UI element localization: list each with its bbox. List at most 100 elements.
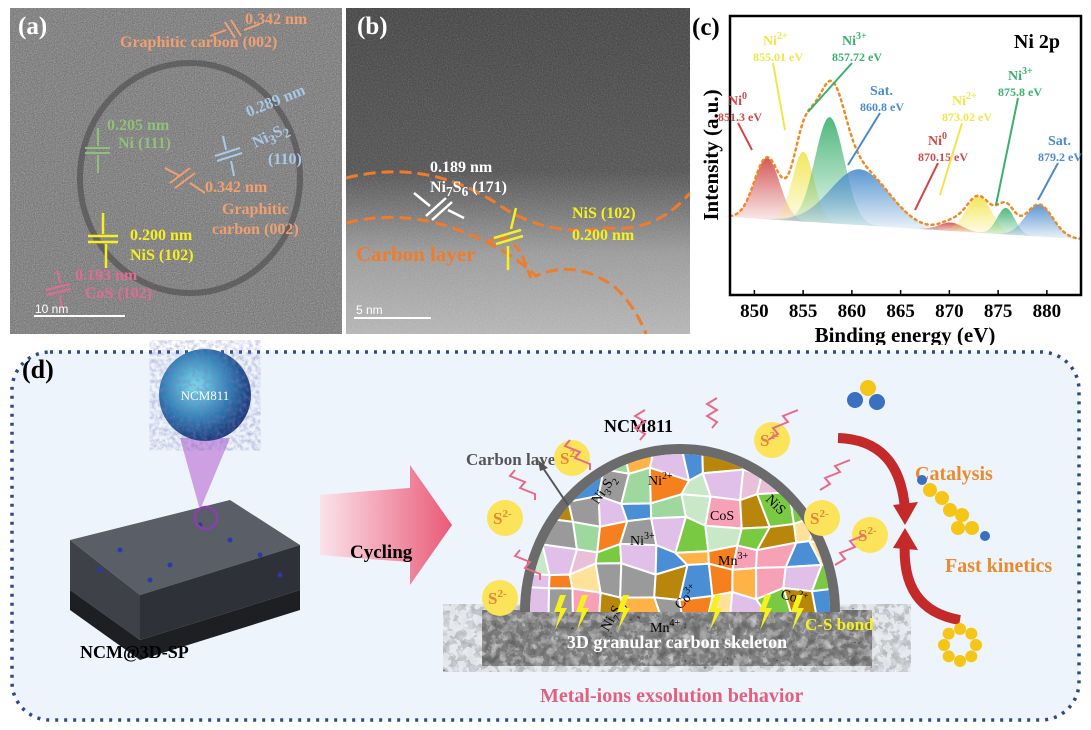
peak-arrow bbox=[807, 62, 853, 113]
x-tick-label: 850 bbox=[740, 301, 769, 322]
panel-label-d: (d) bbox=[22, 355, 54, 384]
sulfide-ion-icon bbox=[554, 440, 590, 476]
sulfur-atom bbox=[965, 627, 978, 640]
catalysis-arrow bbox=[837, 433, 910, 511]
mechanism-diagram: NCM811 (d) NCM@3D-SP Cycling 3D granular… bbox=[10, 349, 1081, 722]
plane-label: CoS (102) bbox=[85, 285, 153, 302]
spacing-label: 0.200 nm bbox=[572, 227, 635, 244]
peak-arrow bbox=[1037, 162, 1059, 201]
zoom-cone bbox=[180, 438, 230, 510]
peak-label: Ni0 bbox=[928, 131, 947, 149]
peak-label: Sat. bbox=[870, 84, 893, 99]
tem-image-b bbox=[346, 8, 690, 334]
spacing-label: 0.205 nm bbox=[107, 117, 170, 134]
kinetics-arrow bbox=[899, 539, 961, 625]
bond-label: C-S bond bbox=[805, 615, 874, 634]
plane-label: Ni7S6 (171) bbox=[430, 179, 507, 200]
peak-energy: 879.2 eV bbox=[1038, 150, 1082, 164]
grain-label: CoS bbox=[710, 509, 734, 524]
cycling-arrow bbox=[320, 465, 452, 585]
grain bbox=[547, 573, 574, 590]
lightning-icon bbox=[759, 595, 772, 630]
sulfur-bond-squiggle bbox=[819, 459, 851, 491]
lightning-icon bbox=[617, 595, 630, 630]
spacing-label: 0.193 nm bbox=[75, 267, 138, 284]
sulfur-bond-squiggle bbox=[563, 439, 591, 470]
sulfur-bond-squiggle bbox=[767, 409, 799, 441]
x-tick-label: 870 bbox=[935, 301, 964, 322]
plane-label: carbon (002) bbox=[212, 221, 299, 238]
sphere-label: NCM811 bbox=[181, 388, 230, 403]
x-tick-label: 865 bbox=[886, 301, 915, 322]
peak-Sat. bbox=[757, 169, 962, 232]
peak-energy: 875.8 eV bbox=[998, 85, 1042, 99]
sulfide-ion-icon bbox=[754, 422, 790, 458]
spacing-label: 0.342 nm bbox=[245, 11, 308, 28]
plane-index: (110) bbox=[268, 151, 302, 168]
panel-label-b: (b) bbox=[357, 13, 388, 40]
zoom-circle bbox=[193, 505, 219, 531]
skeleton-label: 3D granular carbon skeleton bbox=[567, 632, 787, 652]
peak-energy: 873.02 eV bbox=[942, 110, 992, 124]
sulfide-ion-icon bbox=[852, 517, 888, 553]
scale-bar-label: 10 nm bbox=[35, 302, 69, 316]
peak-energy: 855.01 eV bbox=[753, 50, 803, 64]
peak-arrow bbox=[914, 162, 939, 211]
plane-label: NiS (102) bbox=[130, 247, 194, 264]
caption: Metal-ions exsolution behavior bbox=[540, 685, 803, 707]
s8-ring-icon bbox=[938, 623, 982, 667]
carbon-layer-label: Carbon layer bbox=[356, 242, 476, 266]
x-tick-label: 875 bbox=[984, 301, 1013, 322]
catalysis-label: Catalysis bbox=[915, 463, 993, 485]
grain bbox=[571, 520, 602, 554]
lightning-icon bbox=[791, 595, 804, 630]
grain bbox=[678, 594, 714, 612]
peak-label: Ni2+ bbox=[763, 31, 788, 49]
peak-energy: 870.15 eV bbox=[918, 150, 968, 164]
sulfur-atom bbox=[942, 627, 955, 640]
tem-texture-b bbox=[346, 8, 690, 334]
xps-chart: 850 855 860 865 870 875 880 Ni 2p Binding ener… bbox=[699, 14, 1087, 345]
peak-Ni3+ bbox=[778, 117, 881, 227]
peak-Ni3+ bbox=[975, 207, 1037, 237]
sulfur-atom bbox=[942, 650, 955, 663]
peak-label: Ni2+ bbox=[952, 91, 977, 109]
grain bbox=[810, 586, 830, 612]
peak-label: Sat. bbox=[1048, 134, 1071, 149]
plot-frame bbox=[728, 14, 1083, 297]
sulfur-atom bbox=[970, 639, 982, 651]
tem-image-a bbox=[10, 8, 342, 334]
chart-title: Ni 2p bbox=[1014, 31, 1060, 53]
peak-Sat. bbox=[991, 204, 1087, 240]
sulfur-bond-squiggle bbox=[705, 397, 719, 429]
sulfide-ion-icon bbox=[482, 580, 518, 616]
sulfur-atom bbox=[954, 655, 966, 667]
peak-label: Ni3+ bbox=[1008, 66, 1033, 84]
peak-energy: 857.72 eV bbox=[832, 50, 882, 64]
peak-Ni2+ bbox=[765, 151, 841, 224]
plane-label: NiS (102) bbox=[572, 205, 636, 222]
cycling-label: Cycling bbox=[350, 542, 413, 563]
peak-label: Ni0 bbox=[728, 91, 747, 109]
peak-arrow bbox=[995, 97, 1019, 206]
sulfur-cluster-icon bbox=[917, 475, 990, 541]
sulfur-atom bbox=[938, 639, 950, 651]
plane-label: Graphitic carbon (002) bbox=[120, 34, 278, 51]
lightning-icon bbox=[709, 595, 722, 630]
peak-label: Ni3+ bbox=[842, 31, 867, 49]
substrate-label: NCM@3D-SP bbox=[80, 642, 189, 662]
peak-Ni2+ bbox=[934, 196, 1024, 236]
x-tick-label: 855 bbox=[789, 301, 818, 322]
peak-arrow bbox=[847, 112, 881, 166]
peak-energy: 860.8 eV bbox=[860, 100, 904, 114]
sulfur-bond-squiggle bbox=[633, 409, 647, 441]
envelope-line bbox=[728, 79, 1082, 241]
carbon-layer-label: Carbon layer bbox=[466, 450, 563, 469]
x-axis-label: Binding energy (eV) bbox=[815, 323, 996, 345]
scale-bar-label: 5 nm bbox=[356, 303, 383, 317]
sulfur-atom bbox=[965, 650, 978, 663]
panel-label-a: (a) bbox=[18, 13, 48, 40]
spacing-label: 0.342 nm bbox=[205, 179, 268, 196]
panel-label-c: (c) bbox=[692, 14, 720, 41]
